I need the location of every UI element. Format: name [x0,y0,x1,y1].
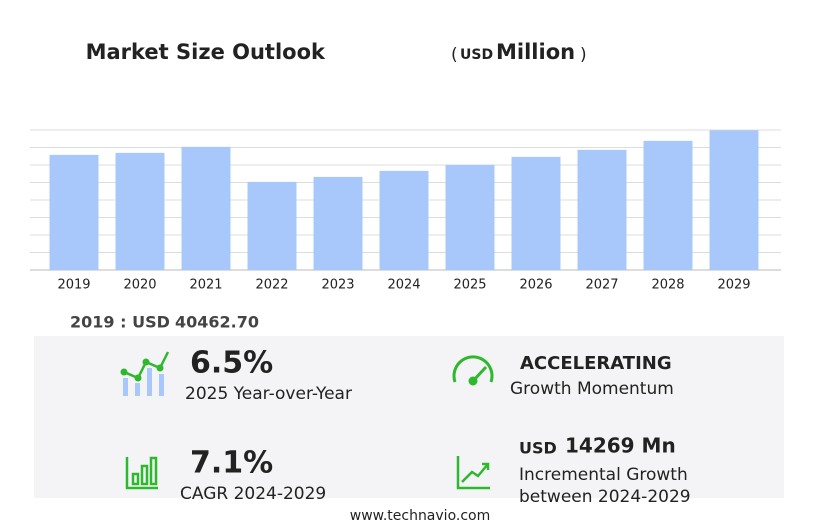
cagr-icon [125,456,158,490]
unit-label: Million [496,40,575,64]
momentum-label: Growth Momentum [510,379,674,399]
unit-close: ) [580,45,587,65]
base-label: 2019 : USD [70,313,170,332]
x-tick-label: 2023 [321,278,354,293]
x-tick-label: 2025 [453,278,486,293]
incremental-label: between 2024-2029 [519,487,691,507]
yoy-icon [120,351,170,396]
bar [379,170,429,270]
footer: www.technavio.com [350,508,491,524]
base-value: 40462.70 [175,313,259,332]
x-tick-label: 2024 [387,278,420,293]
plot: 2019 2020 2021 2022 2023 2024 2025 2026 2027 2028… [30,129,781,293]
bar [643,140,693,270]
bar [115,152,165,270]
momentum-value: ACCELERATING [520,353,672,374]
incremental-label: Incremental Growth [519,465,688,485]
x-tick-label: 2028 [651,278,684,293]
bar [577,149,627,270]
yoy-label: 2025 Year-over-Year [185,384,352,404]
bar [709,130,759,270]
momentum-icon [452,355,494,386]
unit-currency: USD [460,47,493,63]
x-tick-label: 2021 [189,278,222,293]
x-tick-label: 2022 [255,278,288,293]
unit-open: ( [451,45,458,65]
bar [511,156,561,270]
x-tick-label: 2029 [717,278,750,293]
bar [445,164,495,270]
bar [181,146,231,270]
chart-title: Market Size Outlook [86,40,326,64]
cagr-label: CAGR 2024-2029 [180,484,326,504]
cagr-value: 7.1% [190,446,273,481]
summary-panel [34,336,784,498]
x-tick-label: 2020 [123,278,156,293]
incremental-icon [456,456,490,490]
bar [247,181,297,270]
yoy-value: 6.5% [190,346,273,381]
incremental-currency: USD [519,439,557,458]
bar [313,176,363,270]
bar [49,154,99,270]
x-tick-label: 2027 [585,278,618,293]
incremental-value: 14269 Mn [565,434,676,458]
x-tick-label: 2019 [57,278,90,293]
x-tick-label: 2026 [519,278,552,293]
